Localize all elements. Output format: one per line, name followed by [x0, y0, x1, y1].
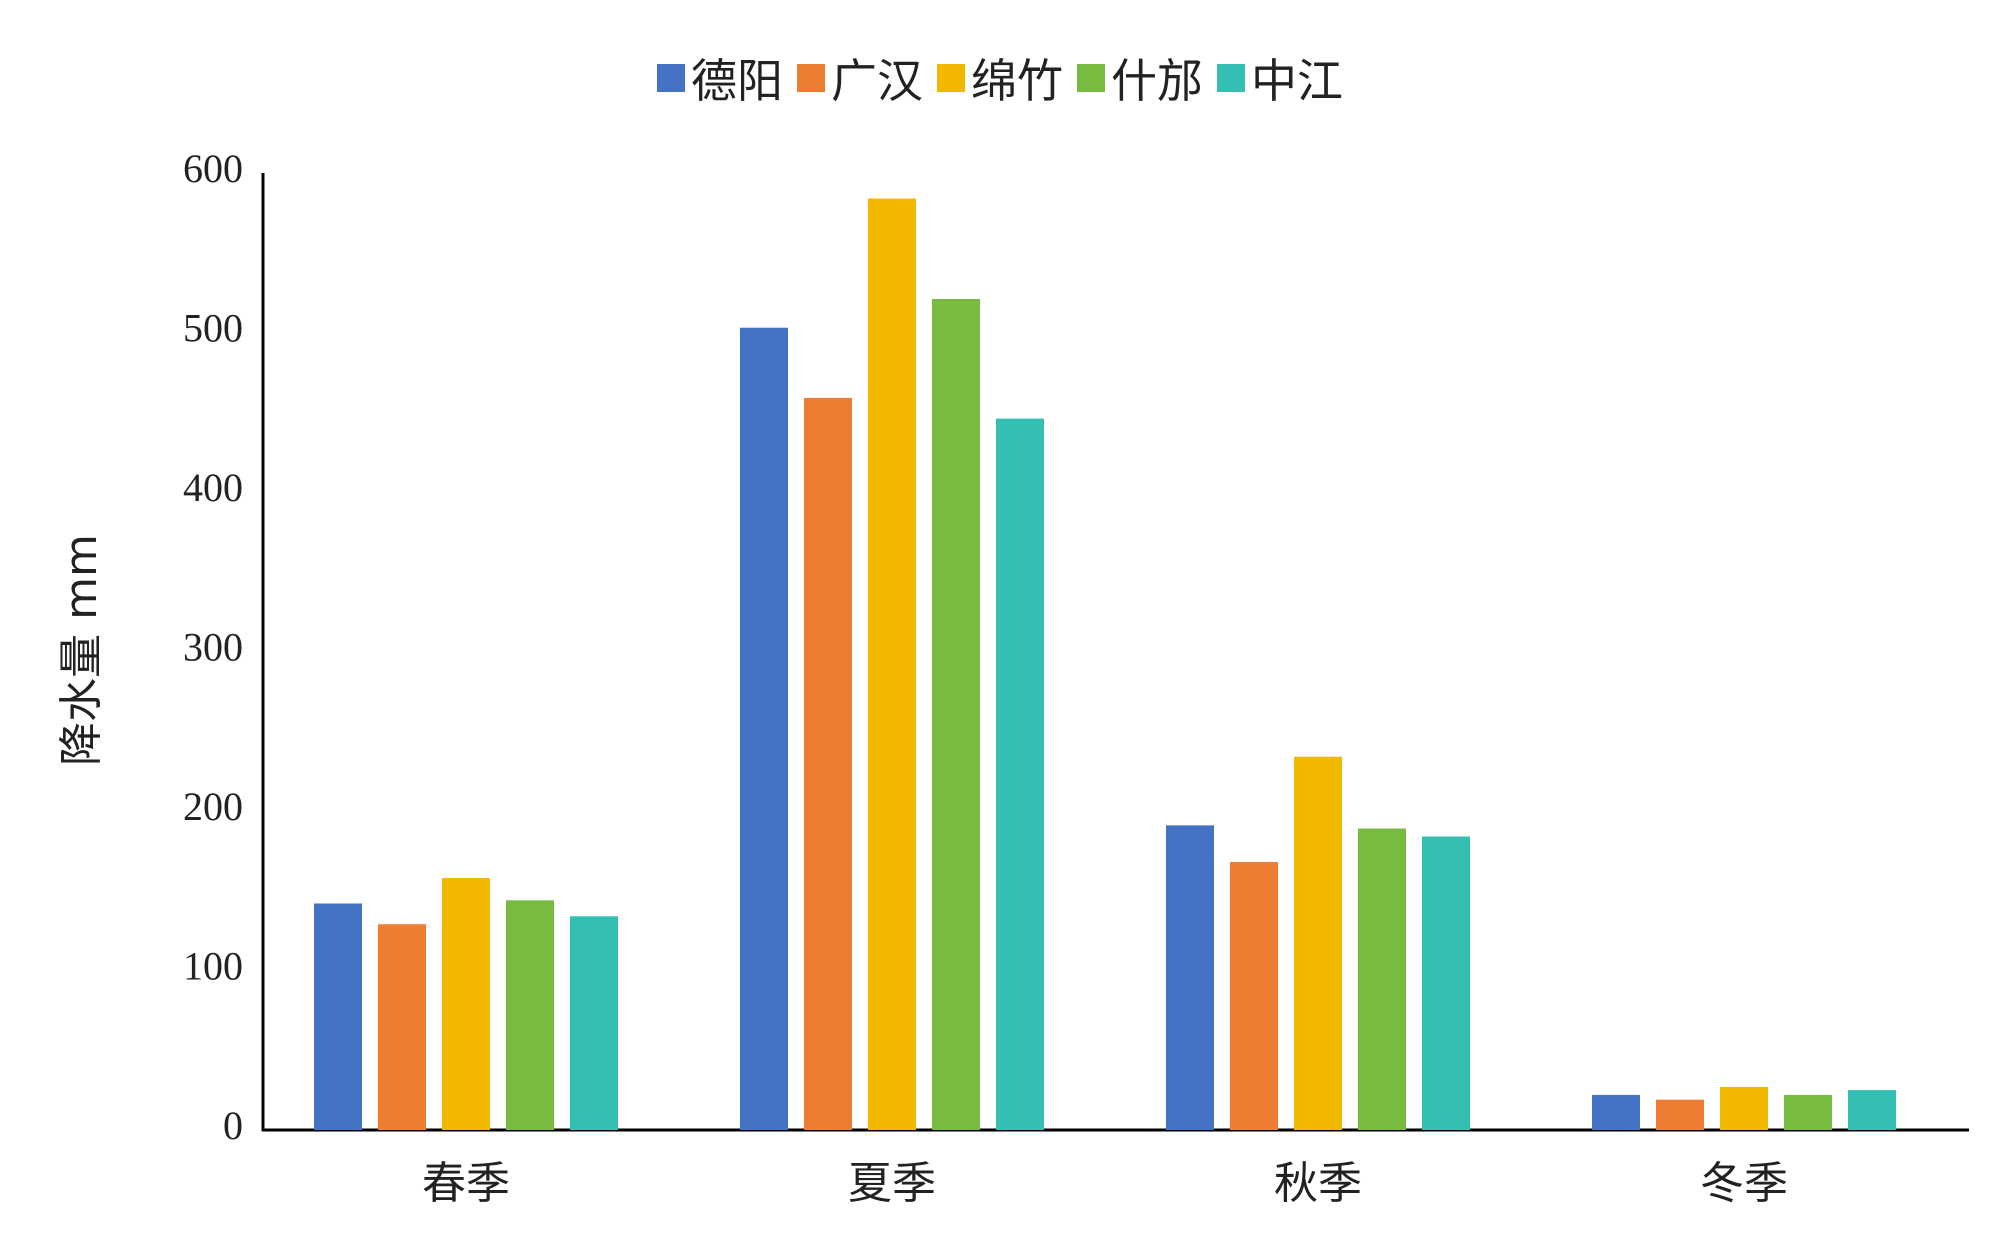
x-tick-label: 夏季	[848, 1158, 936, 1209]
legend-item: 中江	[1217, 45, 1343, 111]
y-tick-label: 200	[183, 784, 243, 829]
bar	[740, 327, 788, 1131]
legend-label: 绵竹	[971, 54, 1063, 108]
legend-item: 什邡	[1077, 45, 1203, 111]
y-axis-label: 降水量 mm	[56, 534, 107, 766]
y-tick-label: 100	[183, 944, 243, 989]
bar	[506, 900, 554, 1130]
bar	[1848, 1090, 1896, 1130]
bar	[570, 916, 618, 1130]
legend-swatch	[1077, 64, 1105, 92]
y-tick-label: 500	[183, 306, 243, 351]
legend-item: 绵竹	[937, 45, 1063, 111]
bar	[1656, 1099, 1704, 1130]
x-tick-label: 秋季	[1274, 1158, 1362, 1209]
legend-swatch	[1217, 64, 1245, 92]
bar	[1166, 825, 1214, 1130]
bar	[442, 877, 490, 1130]
bar	[1784, 1094, 1832, 1130]
x-tick-label: 春季	[422, 1158, 510, 1209]
y-tick-label: 600	[183, 146, 243, 191]
legend-label: 广汉	[831, 54, 923, 108]
x-tick-label: 冬季	[1700, 1158, 1788, 1209]
y-tick-label: 300	[183, 625, 243, 670]
y-tick-label: 400	[183, 465, 243, 510]
bar	[996, 418, 1044, 1130]
bar	[868, 198, 916, 1130]
legend-label: 德阳	[691, 54, 783, 108]
legend-swatch	[937, 64, 965, 92]
legend-label: 中江	[1251, 54, 1343, 108]
bar	[1592, 1094, 1640, 1130]
y-tick-label: 0	[223, 1103, 243, 1148]
bar	[1358, 828, 1406, 1130]
legend: 德阳 广汉 绵竹 什邡 中江	[0, 45, 2000, 111]
legend-label: 什邡	[1111, 54, 1203, 108]
bar	[1294, 756, 1342, 1130]
legend-swatch	[657, 64, 685, 92]
bar	[314, 903, 362, 1130]
bar	[1230, 862, 1278, 1130]
bar	[1422, 836, 1470, 1130]
legend-item: 德阳	[657, 45, 783, 111]
bar	[932, 299, 980, 1130]
bar	[378, 924, 426, 1130]
legend-swatch	[797, 64, 825, 92]
bar	[1720, 1086, 1768, 1130]
legend-item: 广汉	[797, 45, 923, 111]
bar	[804, 397, 852, 1130]
